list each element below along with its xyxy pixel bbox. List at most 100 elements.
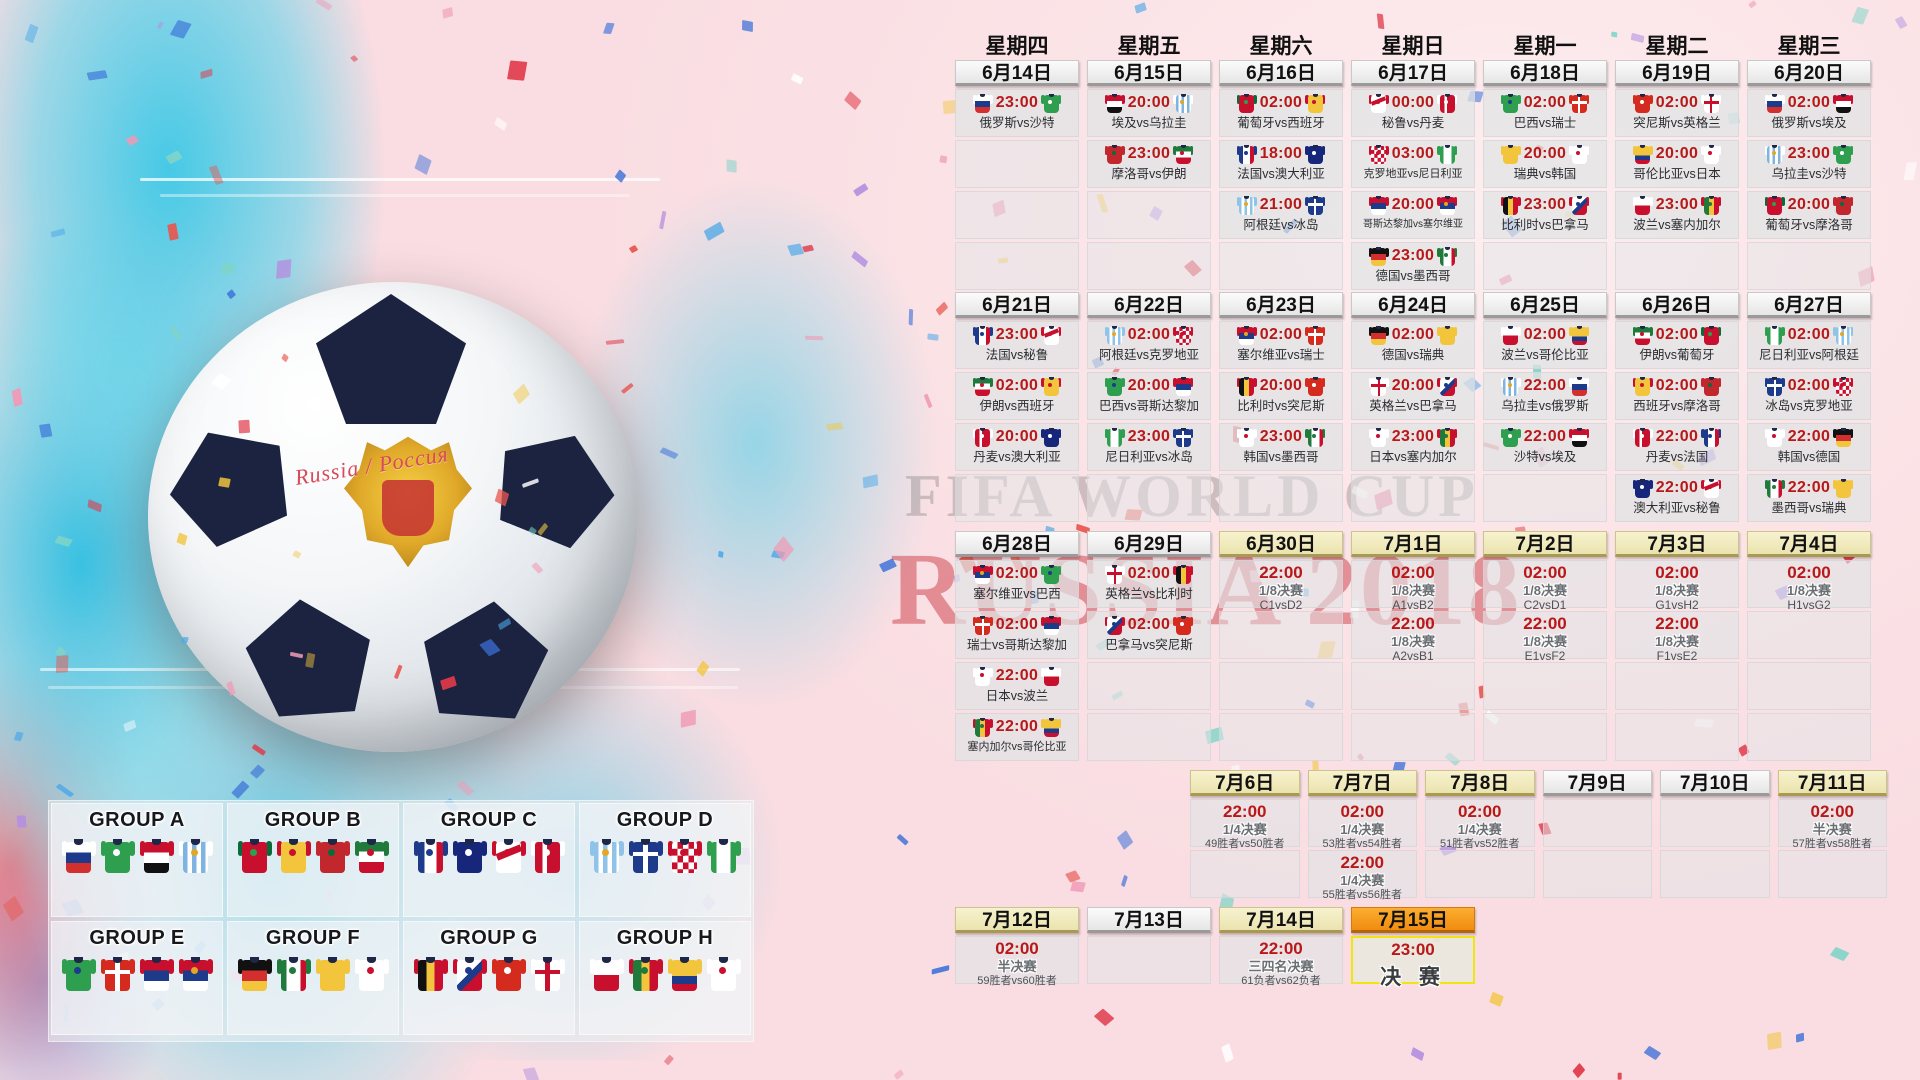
match-cell[interactable]: 20:00 埃及vs乌拉圭	[1087, 89, 1211, 137]
date-header-cell[interactable]: 6月27日	[1747, 292, 1871, 318]
match-cell[interactable]: 22:00 日本vs波兰	[955, 662, 1079, 710]
date-header-cell[interactable]: 6月21日	[955, 292, 1079, 318]
date-header-cell[interactable]: 7月13日	[1087, 907, 1211, 933]
final-match-cell[interactable]: 23:00 决 赛	[1351, 936, 1475, 989]
date-header-cell[interactable]: 6月23日	[1219, 292, 1343, 318]
knockout-match-cell[interactable]: 02:00 半决赛 57胜者vs58胜者	[1777, 799, 1887, 850]
knockout-match-cell[interactable]: 02:00 1/8决赛 G1vsH2	[1615, 560, 1739, 612]
date-header-cell[interactable]: 6月30日	[1219, 531, 1343, 557]
match-cell[interactable]: 02:00 突尼斯vs英格兰	[1615, 89, 1739, 137]
date-header-cell[interactable]: 7月11日	[1777, 770, 1887, 796]
match-cell[interactable]: 23:00 法国vs秘鲁	[955, 321, 1079, 369]
match-cell[interactable]: 22:00 韩国vs德国	[1747, 423, 1871, 471]
date-header-cell[interactable]: 6月25日	[1483, 292, 1607, 318]
date-header-cell[interactable]: 7月4日	[1747, 531, 1871, 557]
knockout-match-cell[interactable]: 22:00 三四名决赛 61负者vs62负者	[1219, 936, 1343, 987]
match-cell[interactable]: 02:00 巴拿马vs突尼斯	[1087, 611, 1211, 659]
match-cell[interactable]: 23:00 摩洛哥vs伊朗	[1087, 140, 1211, 188]
match-cell[interactable]: 22:00 塞内加尔vs哥伦比亚	[955, 713, 1079, 761]
date-header-cell[interactable]: 6月19日	[1615, 60, 1739, 86]
match-cell[interactable]: 02:00 葡萄牙vs西班牙	[1219, 89, 1343, 137]
match-cell[interactable]: 00:00 秘鲁vs丹麦	[1351, 89, 1475, 137]
match-cell[interactable]: 02:00 塞尔维亚vs巴西	[955, 560, 1079, 608]
group-box-e[interactable]: GROUP E	[51, 921, 223, 1035]
group-box-a[interactable]: GROUP A	[51, 803, 223, 917]
knockout-match-cell[interactable]: 02:00 半决赛 59胜者vs60胜者	[955, 936, 1079, 987]
date-header-cell[interactable]: 7月15日	[1351, 907, 1475, 933]
date-header-cell[interactable]: 6月14日	[955, 60, 1079, 86]
knockout-match-cell[interactable]: 22:00 1/4决赛 55胜者vs56胜者	[1307, 850, 1417, 901]
match-cell[interactable]: 20:00 哥斯达黎加vs塞尔维亚	[1351, 191, 1475, 239]
knockout-match-cell[interactable]: 02:00 1/4决赛 51胜者vs52胜者	[1425, 799, 1535, 850]
match-cell[interactable]: 02:00 伊朗vs葡萄牙	[1615, 321, 1739, 369]
match-cell[interactable]: 23:00 日本vs塞内加尔	[1351, 423, 1475, 471]
date-header-cell[interactable]: 7月9日	[1542, 770, 1652, 796]
date-header-cell[interactable]: 7月14日	[1219, 907, 1343, 933]
group-box-b[interactable]: GROUP B	[227, 803, 399, 917]
match-cell[interactable]: 20:00 比利时vs突尼斯	[1219, 372, 1343, 420]
date-header-cell[interactable]: 6月24日	[1351, 292, 1475, 318]
match-cell[interactable]: 23:00 比利时vs巴拿马	[1483, 191, 1607, 239]
date-header-cell[interactable]: 7月6日	[1190, 770, 1300, 796]
group-box-d[interactable]: GROUP D	[579, 803, 751, 917]
match-cell[interactable]: 02:00 巴西vs瑞士	[1483, 89, 1607, 137]
date-header-cell[interactable]: 6月15日	[1087, 60, 1211, 86]
date-header-cell[interactable]: 7月3日	[1615, 531, 1739, 557]
date-header-cell[interactable]: 7月1日	[1351, 531, 1475, 557]
match-cell[interactable]: 20:00 哥伦比亚vs日本	[1615, 140, 1739, 188]
match-cell[interactable]: 02:00 塞尔维亚vs瑞士	[1219, 321, 1343, 369]
match-cell[interactable]: 20:00 瑞典vs韩国	[1483, 140, 1607, 188]
knockout-match-cell[interactable]: 22:00 1/8决赛 E1vsF2	[1483, 611, 1607, 663]
date-header-cell[interactable]: 6月29日	[1087, 531, 1211, 557]
date-header-cell[interactable]: 7月8日	[1425, 770, 1535, 796]
date-header-cell[interactable]: 7月12日	[955, 907, 1079, 933]
group-box-g[interactable]: GROUP G	[403, 921, 575, 1035]
match-cell[interactable]: 23:00 乌拉圭vs沙特	[1747, 140, 1871, 188]
date-header-cell[interactable]: 7月10日	[1660, 770, 1770, 796]
match-cell[interactable]: 18:00 法国vs澳大利亚	[1219, 140, 1343, 188]
match-cell[interactable]: 02:00 冰岛vs克罗地亚	[1747, 372, 1871, 420]
knockout-match-cell[interactable]: 02:00 1/4决赛 53胜者vs54胜者	[1307, 799, 1417, 850]
knockout-match-cell[interactable]: 22:00 1/8决赛 A2vsB1	[1351, 611, 1475, 663]
match-cell[interactable]: 23:00 尼日利亚vs冰岛	[1087, 423, 1211, 471]
date-header-cell[interactable]: 6月28日	[955, 531, 1079, 557]
match-cell[interactable]: 02:00 尼日利亚vs阿根廷	[1747, 321, 1871, 369]
date-header-cell[interactable]: 7月7日	[1307, 770, 1417, 796]
group-box-f[interactable]: GROUP F	[227, 921, 399, 1035]
match-cell[interactable]: 20:00 丹麦vs澳大利亚	[955, 423, 1079, 471]
match-cell[interactable]: 03:00 克罗地亚vs尼日利亚	[1351, 140, 1475, 188]
match-cell[interactable]: 22:00 沙特vs埃及	[1483, 423, 1607, 471]
match-cell[interactable]: 02:00 瑞士vs哥斯达黎加	[955, 611, 1079, 659]
match-cell[interactable]: 02:00 俄罗斯vs埃及	[1747, 89, 1871, 137]
match-cell[interactable]: 22:00 乌拉圭vs俄罗斯	[1483, 372, 1607, 420]
match-cell[interactable]: 23:00 韩国vs墨西哥	[1219, 423, 1343, 471]
knockout-match-cell[interactable]: 22:00 1/4决赛 49胜者vs50胜者	[1190, 799, 1300, 850]
match-cell[interactable]: 02:00 阿根廷vs克罗地亚	[1087, 321, 1211, 369]
match-cell[interactable]: 20:00 巴西vs哥斯达黎加	[1087, 372, 1211, 420]
group-box-h[interactable]: GROUP H	[579, 921, 751, 1035]
match-cell[interactable]: 20:00 英格兰vs巴拿马	[1351, 372, 1475, 420]
date-header-cell[interactable]: 6月20日	[1747, 60, 1871, 86]
match-cell[interactable]: 02:00 伊朗vs西班牙	[955, 372, 1079, 420]
match-cell[interactable]: 22:00 丹麦vs法国	[1615, 423, 1739, 471]
date-header-cell[interactable]: 6月18日	[1483, 60, 1607, 86]
date-header-cell[interactable]: 6月22日	[1087, 292, 1211, 318]
match-cell[interactable]: 23:00 俄罗斯vs沙特	[955, 89, 1079, 137]
knockout-match-cell[interactable]: 02:00 1/8决赛 A1vsB2	[1351, 560, 1475, 612]
knockout-match-cell[interactable]: 22:00 1/8决赛 F1vsE2	[1615, 611, 1739, 663]
knockout-match-cell[interactable]: 02:00 1/8决赛 H1vsG2	[1747, 560, 1871, 612]
match-cell[interactable]: 22:00 墨西哥vs瑞典	[1747, 474, 1871, 522]
date-header-cell[interactable]: 7月2日	[1483, 531, 1607, 557]
match-cell[interactable]: 02:00 英格兰vs比利时	[1087, 560, 1211, 608]
match-cell[interactable]: 02:00 西班牙vs摩洛哥	[1615, 372, 1739, 420]
group-box-c[interactable]: GROUP C	[403, 803, 575, 917]
date-header-cell[interactable]: 6月16日	[1219, 60, 1343, 86]
date-header-cell[interactable]: 6月26日	[1615, 292, 1739, 318]
match-cell[interactable]: 20:00 葡萄牙vs摩洛哥	[1747, 191, 1871, 239]
match-cell[interactable]: 02:00 波兰vs哥伦比亚	[1483, 321, 1607, 369]
match-cell[interactable]: 23:00 德国vs墨西哥	[1351, 242, 1475, 290]
date-header-cell[interactable]: 6月17日	[1351, 60, 1475, 86]
knockout-match-cell[interactable]: 22:00 1/8决赛 C1vsD2	[1219, 560, 1343, 612]
match-cell[interactable]: 21:00 阿根廷vs冰岛	[1219, 191, 1343, 239]
match-cell[interactable]: 23:00 波兰vs塞内加尔	[1615, 191, 1739, 239]
